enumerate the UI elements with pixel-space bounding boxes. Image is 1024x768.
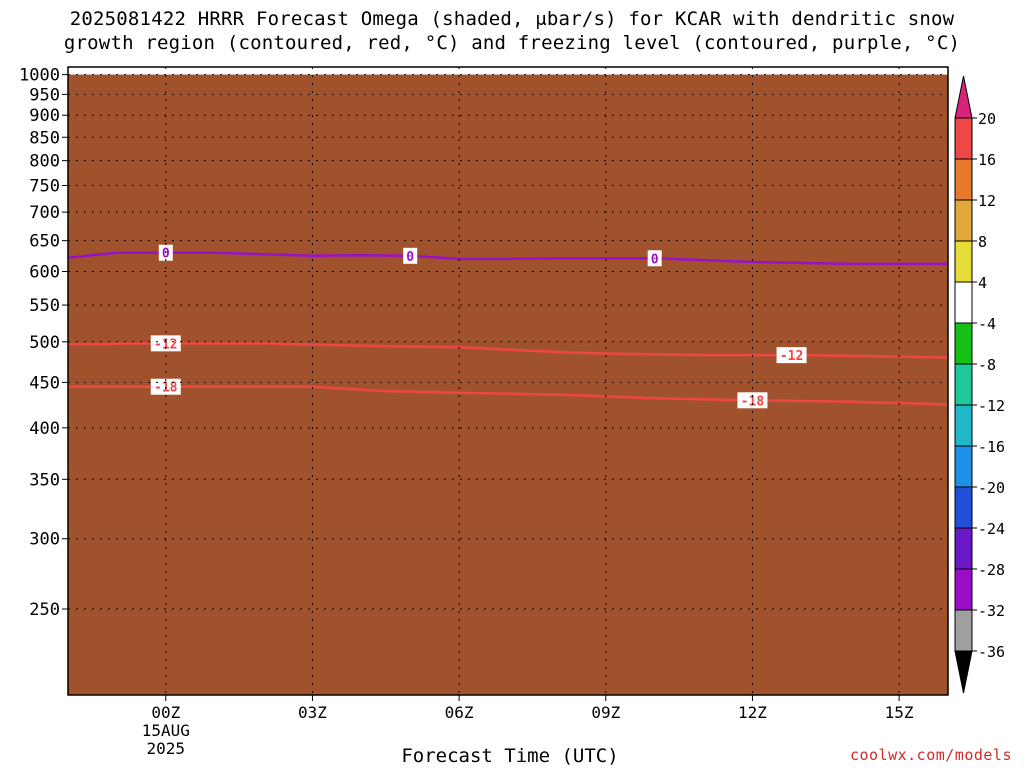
colorbar-label: -8 [978,356,996,374]
colorbar-label: 4 [978,274,987,292]
y-tick-label: 350 [29,470,60,490]
contour-label-bg [776,347,807,364]
y-tick-label: 1000 [19,66,60,86]
x-tick-label: 12Z [738,703,767,722]
chart-title-line-2: growth region (contoured, red, °C) and f… [63,32,961,54]
colorbar-arrow-top [954,75,973,119]
contour-line--18 [68,385,948,406]
y-tick-label: 700 [29,203,60,223]
y-tick-label: 300 [29,530,60,550]
colorbar-segment [954,322,973,365]
colorbar-segment [954,158,973,201]
y-tick-label: 850 [29,128,60,148]
colorbar-label: -36 [978,643,1005,661]
contour-label: -18 [741,394,765,409]
y-tick-label: 400 [29,419,60,439]
contour-label: -12 [154,337,177,352]
colorbar-label: -32 [978,602,1005,620]
colorbar-label: -28 [978,561,1005,579]
x-date-label: 15AUG [142,721,190,740]
y-tick-label: 500 [29,333,60,353]
y-tick-label: 750 [29,177,60,197]
colorbar-segment [954,527,973,570]
y-tick-label: 450 [29,373,60,393]
colorbar-segment [954,568,973,611]
x-tick-label: 15Z [885,703,914,722]
colorbar-label: -4 [978,315,996,333]
contour-label: 0 [651,252,659,267]
chart-title-line-1: 2025081422 HRRR Forecast Omega (shaded, … [69,8,955,30]
contour-label-bg [150,335,181,352]
contour-label-bg [647,250,662,267]
contour-label: 0 [406,250,414,265]
colorbar-arrow-bottom [954,650,973,694]
x-date-label: 2025 [147,739,186,758]
x-tick-label: 03Z [298,703,327,722]
colorbar-label: 20 [978,110,996,128]
y-tick-label: 550 [29,296,60,316]
colorbar-segment [954,363,973,406]
y-tick-label: 800 [29,152,60,172]
y-tick-label: 250 [29,600,60,620]
colorbar-segment [954,486,973,529]
colorbar-label: 12 [978,192,996,210]
colorbar-segment [954,445,973,488]
colorbar-label: -12 [978,397,1005,415]
colorbar-segment [954,199,973,242]
contour-line-0 [68,251,948,266]
colorbar-segment [954,240,973,283]
x-axis-label: Forecast Time (UTC) [401,745,619,767]
colorbar-label: -16 [978,438,1005,456]
y-tick-label: 900 [29,106,60,126]
colorbar-label: 8 [978,233,987,251]
y-tick-label: 600 [29,263,60,283]
contour-label-bg [737,392,768,409]
colorbar-segment [954,404,973,447]
x-tick-label: 00Z [151,703,180,722]
contour-label-bg [403,247,418,264]
contour-label: -12 [780,349,803,364]
colorbar-segment [954,281,973,324]
x-tick-label: 06Z [445,703,474,722]
contour-label: 0 [162,247,170,262]
plot-frame [67,66,949,696]
ground-fill [68,74,948,695]
y-tick-label: 950 [29,85,60,105]
credit-link[interactable]: coolwx.com/models [849,746,1012,764]
colorbar-segment [954,117,973,160]
colorbar-label: 16 [978,151,996,169]
x-tick-label: 09Z [591,703,620,722]
colorbar-segment [954,609,973,652]
colorbar-label: -24 [978,520,1005,538]
colorbar-label: -20 [978,479,1005,497]
y-tick-label: 650 [29,232,60,252]
plot-area: -18-18-12-120 0 0 [68,74,948,695]
